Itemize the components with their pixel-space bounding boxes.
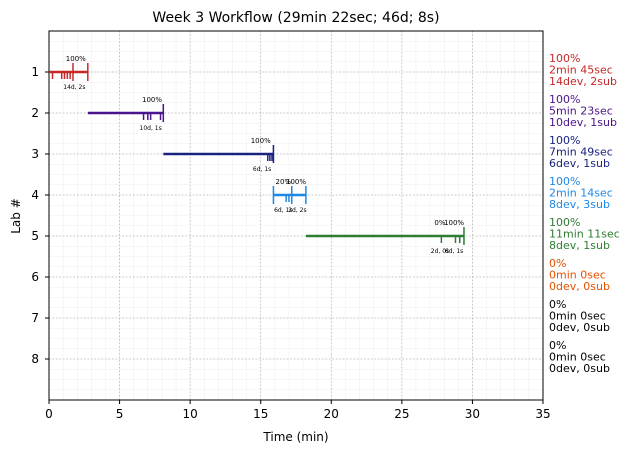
lab-2-summary-line: 100% [549,93,580,106]
plot-frame [48,30,544,401]
x-tick-label: 30 [465,407,480,421]
lab-4-summary-line: 2min 14sec [549,187,613,200]
lab-4-summary-line: 8dev, 3sub [549,198,610,211]
y-tick-label: 8 [31,352,39,366]
lab-1-summary-line: 14dev, 2sub [549,75,617,88]
lab-6-summary-line: 0% [549,257,566,270]
lab-4-percent-label: 100% [286,178,306,186]
lab-2-count-label: 10d, 1s [140,125,162,132]
lab-6-summary-line: 0dev, 0sub [549,280,610,293]
chart-title: Week 3 Workflow (29min 22sec; 46d; 8s) [152,10,439,26]
x-tick-label: 15 [253,407,268,421]
lab-4-percent-label: 20% [276,178,292,186]
lab-1-summary-line: 100% [549,52,580,65]
lab-2-summary-line: 10dev, 1sub [549,116,617,129]
y-axis-ticks: 1 2 3 4 5 6 7 8 [31,65,49,366]
lab-4-count-label: 6d, 1s [274,207,292,214]
lab-6-summary-line: 0min 0sec [549,269,606,282]
lab-1-summary-line: 2min 45sec [549,64,613,77]
x-tick-label: 10 [183,407,198,421]
y-tick-label: 6 [31,270,39,284]
x-tick-label: 5 [116,407,124,421]
lab-5-summary-line: 100% [549,216,580,229]
x-tick-label: 0 [45,407,53,421]
plot-area [48,30,544,401]
lab-7-summary-line: 0% [549,298,566,311]
x-tick-label: 25 [394,407,409,421]
y-tick-label: 7 [31,311,39,325]
y-tick-label: 5 [31,229,39,243]
lab-3-percent-label: 100% [251,137,271,145]
lab-7-summary-line: 0dev, 0sub [549,321,610,334]
x-tick-label: 20 [324,407,339,421]
lab-7-summary-line: 0min 0sec [549,310,606,323]
y-tick-label: 2 [31,106,39,120]
y-tick-label: 4 [31,188,39,202]
lab-5-summary-line: 11min 11sec [549,228,620,241]
lab-3-summary-line: 100% [549,134,580,147]
lab-3-summary-line: 7min 49sec [549,146,613,159]
lab-4-count-label: 2d, 2s [288,207,306,214]
lab-5-percent-label: 100% [444,219,464,227]
lab-5-count-label: 2d, 0s [431,248,449,255]
lab-5-percent-label: 0% [434,219,445,227]
y-axis-label: Lab # [9,198,23,234]
x-axis-label: Time (min) [262,430,328,444]
lab-8-summary-line: 0min 0sec [549,351,606,364]
x-axis-ticks: 0 5 10 15 20 25 30 35 [45,400,551,421]
y-tick-label: 1 [31,65,39,79]
lab-3-count-label: 6d, 1s [253,166,271,173]
lab-1-count-label: 14d, 2s [63,84,85,91]
lab-5-summary-line: 8dev, 1sub [549,239,610,252]
y-tick-label: 3 [31,147,39,161]
lab-1-percent-label: 100% [66,55,86,63]
lab-5-count-label: 6d, 1s [445,248,463,255]
lab-8-summary-line: 0% [549,339,566,352]
lab-2-percent-label: 100% [142,96,162,104]
lab-4-summary-line: 100% [549,175,580,188]
lab-3-summary-line: 6dev, 1sub [549,157,610,170]
x-tick-label: 35 [535,407,550,421]
lab-2-summary-line: 5min 23sec [549,105,613,118]
lab-8-summary-line: 0dev, 0sub [549,362,610,375]
